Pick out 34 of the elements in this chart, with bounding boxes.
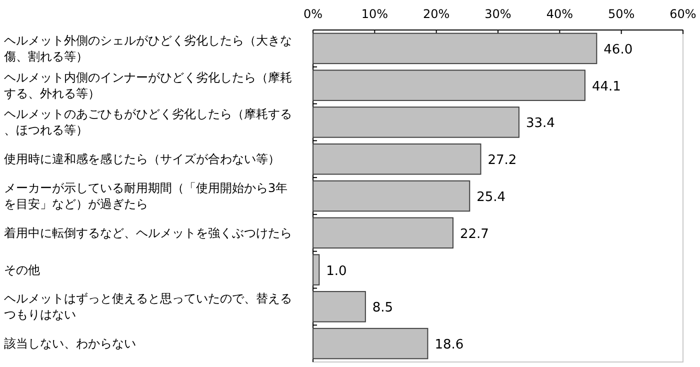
- data-label: 22.7: [460, 226, 489, 242]
- data-label: 33.4: [526, 116, 555, 132]
- bar: [312, 254, 320, 286]
- bar: [312, 217, 454, 249]
- x-tick-label: 10%: [361, 7, 388, 21]
- x-tick-label: 50%: [608, 7, 635, 21]
- x-tick-label: 20%: [422, 7, 450, 21]
- y-tick-label: 該当しない、わからない: [4, 336, 136, 351]
- y-tick-label: 使用時に違和感を感じたら（サイズが合わない等）: [4, 152, 280, 166]
- y-tick-label: ヘルメットのあごひもがひどく劣化したら（摩耗する、ほつれる等）: [4, 107, 292, 138]
- bar: [312, 32, 598, 64]
- bar: [312, 70, 586, 101]
- data-label: 18.6: [434, 338, 464, 353]
- bar: [312, 291, 366, 322]
- data-label: 25.4: [476, 190, 506, 205]
- data-label: 27.2: [488, 153, 517, 168]
- y-tick-label: 着用中に転倒するなど、ヘルメットを強くぶつけたら: [4, 226, 292, 240]
- x-tick-label: 30%: [484, 7, 512, 21]
- y-tick-label: その他: [4, 262, 40, 277]
- y-tick-label: ヘルメットはずっと使えると思っていたので、替えるつもりはない: [4, 292, 292, 322]
- y-tick-label: メーカーが示している耐用期間（「使用開始から3年を目安」など）が過ぎたら: [4, 181, 288, 211]
- x-tick-label: 40%: [546, 7, 574, 21]
- data-label: 44.1: [592, 79, 621, 94]
- x-tick-label: 0%: [303, 7, 323, 21]
- data-label: 8.5: [372, 300, 394, 316]
- bar: [312, 180, 470, 212]
- data-label: 1.0: [326, 264, 347, 279]
- data-label: 46.0: [604, 42, 633, 58]
- bar: [312, 106, 520, 138]
- y-tick-label: ヘルメット外側のシェルがひどく劣化したら（大きな傷、割れる等）: [3, 33, 292, 64]
- bar: [312, 143, 482, 175]
- x-tick-label: 60%: [670, 7, 696, 21]
- bar: [312, 328, 428, 360]
- y-tick-label: ヘルメット内側のインナーがひどく劣化したら（摩耗する、外れる等）: [4, 70, 292, 100]
